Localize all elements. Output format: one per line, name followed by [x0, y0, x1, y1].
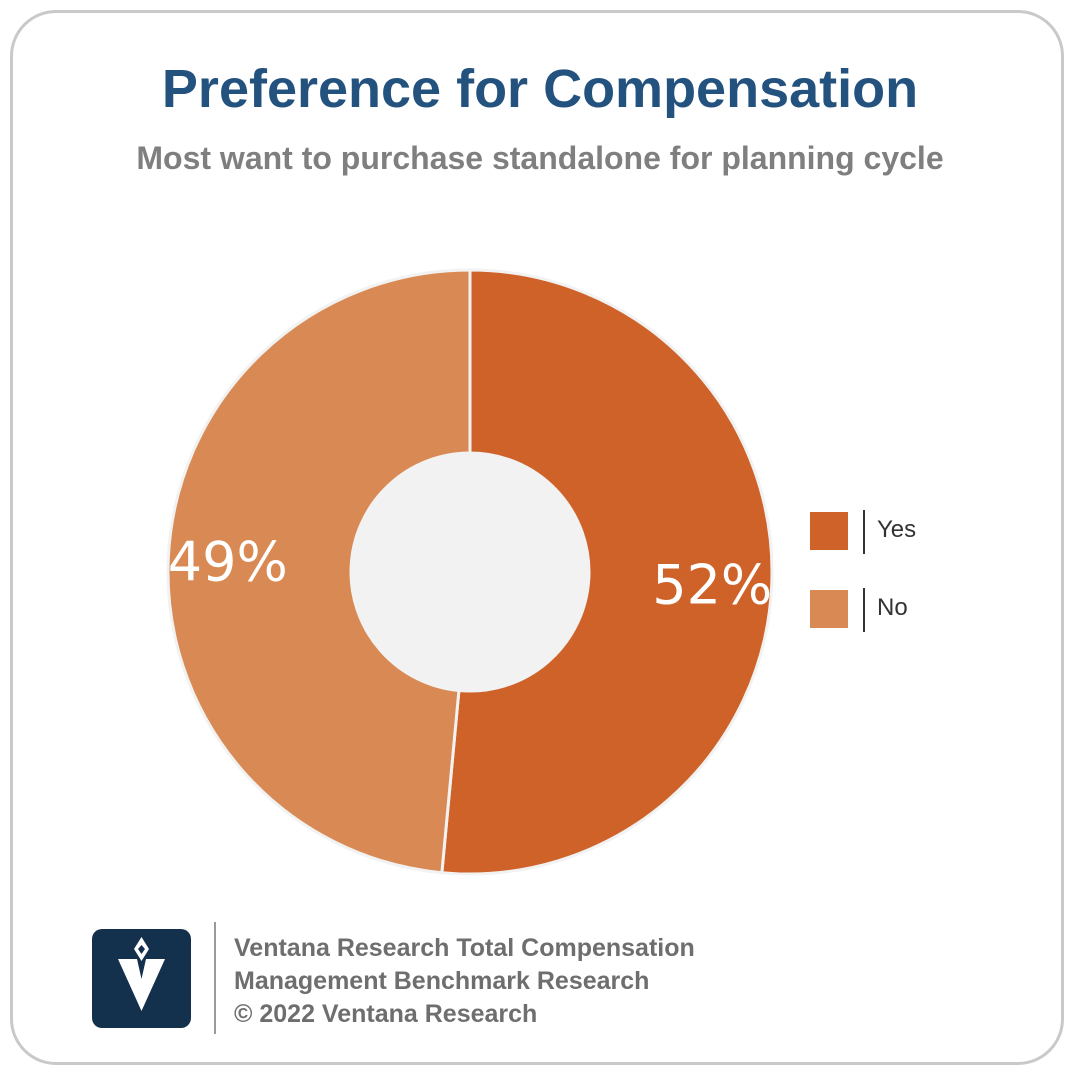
donut-hole	[351, 453, 589, 691]
footer-line-3: © 2022 Ventana Research	[234, 1000, 538, 1028]
footer-source: Ventana Research Total Compensation Mana…	[234, 932, 695, 1031]
legend-separator	[863, 510, 865, 554]
footer-divider	[214, 922, 216, 1034]
footer-line-2: Management Benchmark Research	[234, 967, 650, 995]
legend-separator	[863, 588, 865, 632]
data-label-no: 49%	[168, 531, 288, 594]
legend-label-no: No	[877, 594, 908, 621]
legend-swatch-yes	[810, 512, 848, 550]
data-label-yes: 52%	[652, 553, 772, 616]
chart-subtitle: Most want to purchase standalone for pla…	[136, 140, 944, 176]
legend-label-yes: Yes	[877, 516, 917, 543]
chart-title: Preference for Compensation	[161, 59, 919, 119]
legend-swatch-no	[810, 590, 848, 628]
ventana-v-logo-icon	[92, 929, 191, 1028]
footer-line-1: Ventana Research Total Compensation	[234, 934, 695, 962]
